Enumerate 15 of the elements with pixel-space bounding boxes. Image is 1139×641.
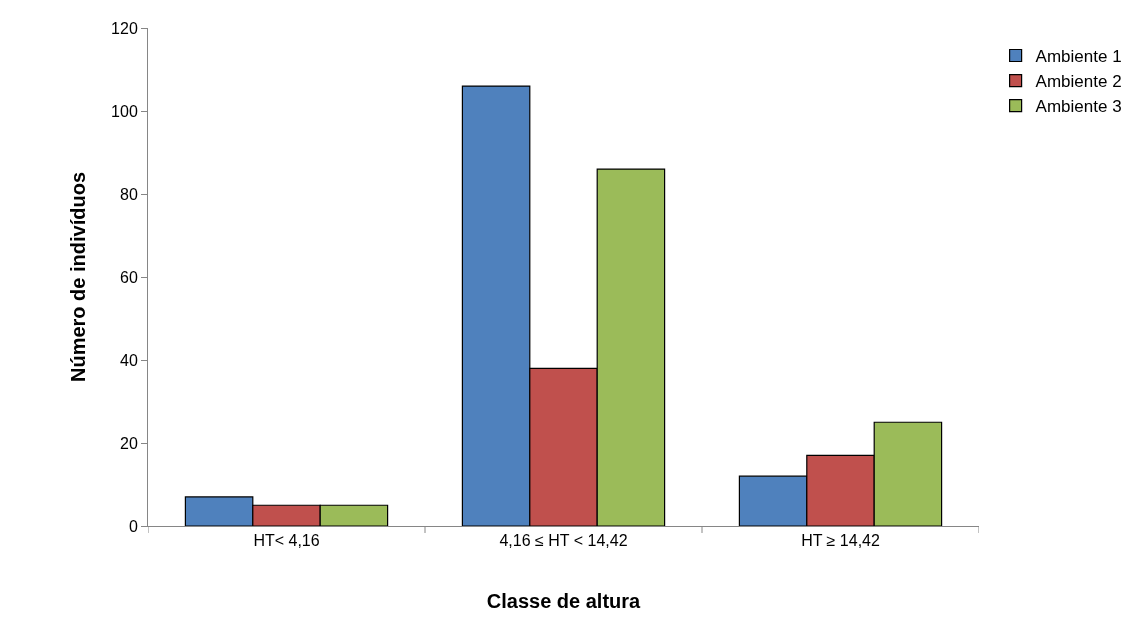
y-axis-title: Número de indivíduos — [66, 171, 89, 383]
y-tick-label: 120 — [111, 19, 138, 37]
y-tick-label: 60 — [120, 268, 138, 286]
x-tick-label: 4,16 ≤ HT < 14,42 — [499, 532, 628, 550]
y-tick-label: 80 — [120, 185, 138, 203]
y-tick-label: 100 — [111, 102, 138, 120]
legend-label: Ambiente 2 — [1035, 72, 1122, 92]
legend-label: Ambiente 1 — [1035, 47, 1122, 67]
y-tick-label: 40 — [120, 351, 138, 369]
y-tick-label: 0 — [128, 517, 138, 535]
y-tick-label: 20 — [120, 434, 138, 452]
x-tick-label: HT ≥ 14,42 — [801, 532, 880, 550]
x-axis-title: Classe de altura — [486, 589, 642, 612]
x-tick-label: HT< 4,16 — [253, 532, 320, 550]
legend-label: Ambiente 3 — [1035, 97, 1122, 117]
